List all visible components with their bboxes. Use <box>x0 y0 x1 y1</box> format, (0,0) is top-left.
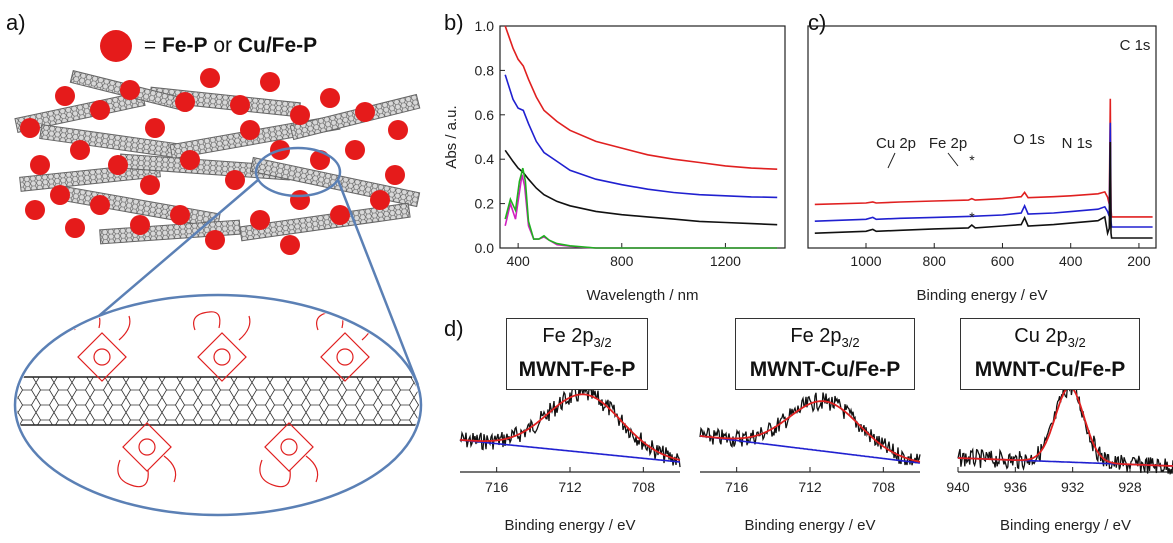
annotation-n1s: N 1s <box>1062 135 1093 152</box>
panel-c-xtick-label: 800 <box>923 253 947 269</box>
zoom-line-right <box>336 179 420 386</box>
panel-b-ytick-label: 1.0 <box>475 18 495 34</box>
box-d2-line1: Fe 2p <box>790 325 842 347</box>
panel-d3-xtick-label: 928 <box>1118 479 1142 495</box>
porphyrin-spheres <box>20 68 408 255</box>
panel-d1-baseline <box>459 439 681 463</box>
panel-d2-fit <box>699 400 921 463</box>
panel-d2-xtick-label: 712 <box>798 479 822 495</box>
panel-d1-xtick-label: 712 <box>558 479 582 495</box>
cu2p-arrow <box>887 152 896 169</box>
annotation-cu2p: Cu 2p <box>876 135 916 152</box>
porphyrin-molecule-icons <box>73 311 374 488</box>
annotation-c1s: C 1s <box>1120 37 1151 54</box>
panel-b-xlabel: Wavelength / nm <box>587 287 699 304</box>
legend-equals: = <box>143 34 157 57</box>
box-d3-sub: 3/2 <box>1067 335 1086 350</box>
panel-b-ytick-label: 0.8 <box>475 62 495 78</box>
panel-d3-xlabel: Binding energy / eV <box>1000 517 1131 534</box>
panel-b-ylabel: Abs / a.u. <box>443 105 460 168</box>
box-d3-line1: Cu 2p <box>1014 325 1068 347</box>
panel-b-ytick-label: 0.0 <box>475 240 495 256</box>
panel-d1-raw-spectrum <box>459 385 681 468</box>
panel-b-xtick-label: 1200 <box>710 253 741 269</box>
panel-c-series-line <box>814 98 1153 218</box>
panel-d3-fit <box>958 386 1173 467</box>
panel-a-label: a) <box>6 10 26 35</box>
legend-cu-fe-p: Cu/Fe-P <box>237 34 318 57</box>
panel-c-xtick-label: 400 <box>1059 253 1083 269</box>
panel-c-label: c) <box>808 10 827 35</box>
panel-c-xtick-label: 1000 <box>850 253 881 269</box>
panel-d1-xtick-label: 716 <box>485 479 509 495</box>
panel-a-legend: = Fe-P or Cu/Fe-P <box>100 30 317 62</box>
panel-b-ytick-label: 0.6 <box>475 107 495 123</box>
legend-fe-p: Fe-P <box>161 34 208 57</box>
panel-d2-raw-spectrum <box>699 392 921 466</box>
panel-d1-fit <box>459 393 681 461</box>
box-d3: Cu 2p3/2 MWNT-Cu/Fe-P <box>960 318 1140 390</box>
box-d1-line1: Fe 2p <box>542 325 594 347</box>
annotation-o1s: O 1s <box>1013 131 1045 148</box>
panel-c-series-line <box>814 122 1153 228</box>
panel-c-frame <box>807 25 1157 249</box>
zoom-region-ellipse <box>254 146 342 198</box>
panel-b-frame <box>499 25 786 249</box>
panel-d1-xtick-label: 708 <box>632 479 656 495</box>
panel-b-ytick-label: 0.2 <box>475 196 495 212</box>
panel-d1-xlabel: Binding energy / eV <box>505 517 636 534</box>
panel-b-series-line <box>504 25 778 170</box>
panel-d2-xtick-label: 708 <box>872 479 896 495</box>
fe2p-arrow <box>947 152 959 167</box>
panel-b-ytick-label: 0.4 <box>475 151 495 167</box>
panel-d3-xtick-label: 932 <box>1061 479 1085 495</box>
nanotube-network-illustration <box>13 68 423 517</box>
box-d1-sample: MWNT-Fe-P <box>518 358 636 381</box>
box-d2: Fe 2p3/2 MWNT-Cu/Fe-P <box>735 318 915 390</box>
box-d3-sample: MWNT-Cu/Fe-P <box>974 358 1126 381</box>
porphyrin-marker-icon <box>100 30 132 62</box>
panel-b-xtick-label: 800 <box>610 253 634 269</box>
panel-d2-baseline <box>699 435 921 464</box>
panel-b-label: b) <box>444 10 464 35</box>
panel-d3-raw-spectrum <box>957 380 1173 475</box>
panel-d3-xtick-label: 940 <box>946 479 970 495</box>
annotation-star: * <box>969 209 975 225</box>
box-d1-sub: 3/2 <box>593 335 612 350</box>
panel-b-series-line <box>504 167 778 249</box>
box-d2-sub: 3/2 <box>841 335 860 350</box>
panel-b-series-line <box>504 74 778 199</box>
zoomed-nanotube-view <box>13 293 423 517</box>
panel-d3-xtick-label: 936 <box>1004 479 1028 495</box>
panel-d2-xlabel: Binding energy / eV <box>745 517 876 534</box>
panel-d2-xtick-label: 716 <box>725 479 749 495</box>
panel-c-series-line <box>814 141 1153 239</box>
panel-b-xtick-label: 400 <box>506 253 530 269</box>
panel-d-label: d) <box>444 316 464 341</box>
panel-c-xtick-label: 200 <box>1127 253 1151 269</box>
annotation-fe2p: Fe 2p <box>929 135 967 152</box>
annotation-star: * <box>969 152 975 168</box>
panel-c-xlabel: Binding energy / eV <box>917 287 1048 304</box>
box-d2-sample: MWNT-Cu/Fe-P <box>749 358 901 381</box>
legend-or: or <box>213 34 232 57</box>
panel-c-xtick-label: 600 <box>991 253 1015 269</box>
box-d1: Fe 2p3/2 MWNT-Fe-P <box>506 318 648 390</box>
